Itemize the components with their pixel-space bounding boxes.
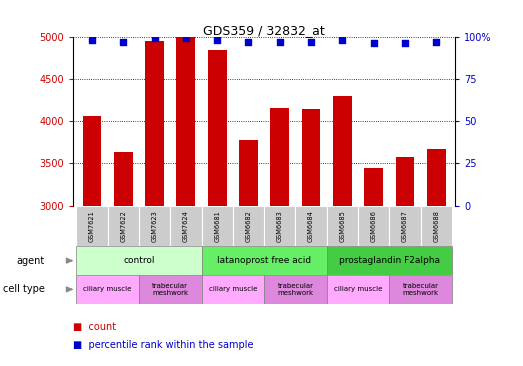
Point	[151, 36, 159, 41]
Title: GDS359 / 32832_at: GDS359 / 32832_at	[203, 23, 325, 37]
Text: GSM6685: GSM6685	[339, 210, 345, 242]
Bar	[114, 152, 133, 206]
Text: GSM6687: GSM6687	[402, 210, 408, 242]
Text: GSM6688: GSM6688	[433, 210, 439, 242]
Text: GSM6683: GSM6683	[277, 210, 283, 242]
Text: trabecular
meshwork: trabecular meshwork	[403, 283, 439, 296]
Text: ciliary muscle: ciliary muscle	[334, 287, 382, 292]
Bar	[139, 206, 170, 246]
Bar	[302, 109, 321, 206]
Bar	[201, 275, 264, 304]
Bar	[201, 206, 233, 246]
Bar	[327, 275, 389, 304]
Bar	[358, 206, 389, 246]
Bar	[270, 108, 289, 206]
Bar	[83, 116, 101, 206]
Point	[432, 39, 440, 45]
Text: GSM7621: GSM7621	[89, 210, 95, 242]
Point	[369, 40, 378, 46]
Bar	[239, 140, 258, 206]
Point	[244, 39, 253, 45]
Point	[338, 37, 347, 43]
Bar	[208, 50, 226, 206]
Text: GSM7622: GSM7622	[120, 210, 126, 242]
Text: ciliary muscle: ciliary muscle	[84, 287, 132, 292]
Text: GSM6682: GSM6682	[245, 210, 252, 242]
Bar	[364, 168, 383, 206]
Bar	[108, 206, 139, 246]
Text: trabecular
meshwork: trabecular meshwork	[277, 283, 313, 296]
Bar	[76, 246, 201, 275]
Text: GSM6681: GSM6681	[214, 210, 220, 242]
Text: latanoprost free acid: latanoprost free acid	[217, 256, 311, 265]
Bar	[145, 41, 164, 206]
Text: ■  percentile rank within the sample: ■ percentile rank within the sample	[73, 340, 254, 350]
Point	[307, 39, 315, 45]
Bar	[333, 96, 352, 206]
Text: trabecular
meshwork: trabecular meshwork	[152, 283, 188, 296]
Bar	[76, 275, 139, 304]
Bar	[264, 206, 295, 246]
Bar	[233, 206, 264, 246]
Bar	[327, 206, 358, 246]
Point	[88, 37, 96, 43]
Bar	[76, 206, 108, 246]
Bar	[395, 157, 414, 206]
Text: GSM7623: GSM7623	[152, 210, 157, 242]
Text: prostaglandin F2alpha: prostaglandin F2alpha	[339, 256, 440, 265]
Bar	[264, 275, 327, 304]
Text: agent: agent	[17, 256, 45, 266]
Bar	[427, 149, 446, 206]
Bar	[139, 275, 201, 304]
Text: cell type: cell type	[3, 284, 45, 294]
Point	[181, 36, 190, 41]
Point	[119, 39, 128, 45]
Point	[276, 39, 284, 45]
Bar	[327, 246, 452, 275]
Text: GSM6686: GSM6686	[371, 210, 377, 242]
Text: ■  count: ■ count	[73, 322, 116, 332]
Bar	[420, 206, 452, 246]
Bar	[176, 37, 195, 206]
Bar	[295, 206, 327, 246]
Text: ciliary muscle: ciliary muscle	[209, 287, 257, 292]
Text: GSM7624: GSM7624	[183, 210, 189, 242]
Point	[213, 37, 221, 43]
Bar	[389, 206, 420, 246]
Bar	[201, 246, 327, 275]
Point	[401, 40, 409, 46]
Bar	[389, 275, 452, 304]
Text: GSM6684: GSM6684	[308, 210, 314, 242]
Text: control: control	[123, 256, 155, 265]
Bar	[170, 206, 201, 246]
